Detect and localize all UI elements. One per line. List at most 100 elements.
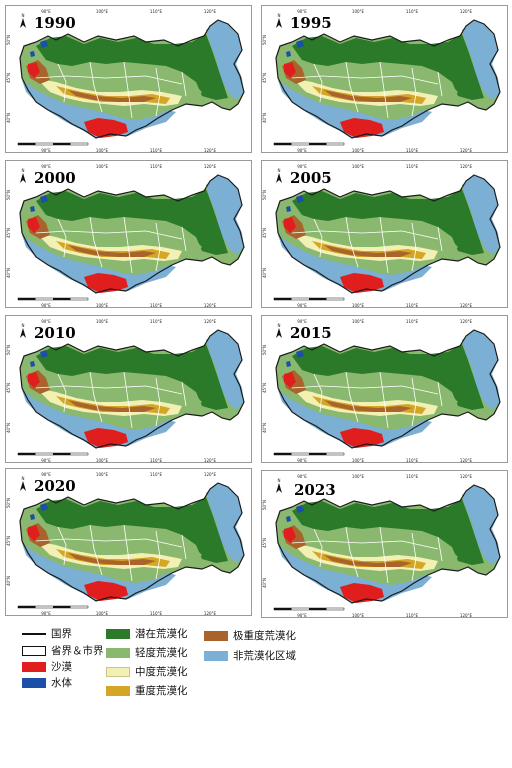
desertification-map: 90°E 90°E 100°E 100°E 110°E 110°E 120°E 120°E 50… [6, 164, 245, 308]
lat-tick-label: 40°N [6, 576, 11, 586]
lon-tick-label: 110°E [406, 148, 419, 153]
north-arrow-icon: N [276, 478, 282, 493]
province-border [181, 381, 187, 407]
lon-tick-label: 120°E [204, 458, 217, 463]
water-swatch [22, 677, 46, 688]
lat-tick-label: 45°N [262, 73, 267, 83]
legend: 国界 省界＆市界 沙漠 水体 潜在荒漠化 轻度荒漠化 中度荒漠化 重度荒漠化 极… [22, 626, 322, 706]
class-region [36, 34, 228, 100]
desertification-map: 90°E 90°E 100°E 100°E 110°E 110°E 120°E 120°E 50… [262, 164, 501, 307]
lat-tick-label: 40°N [262, 423, 267, 433]
potential-swatch [106, 628, 130, 639]
lat-tick-label: 40°N [262, 578, 267, 588]
north-arrow-icon: N [276, 168, 282, 183]
province-border [313, 528, 323, 568]
lat-tick-label: 40°N [6, 423, 11, 433]
lon-tick-label: 90°E [297, 164, 307, 169]
class-region [284, 217, 296, 233]
national-border [275, 484, 501, 604]
desertification-map: 90°E 90°E 100°E 100°E 110°E 110°E 120°E 120°E 50… [262, 9, 501, 153]
class-region [340, 583, 384, 603]
legend-label: 轻度荒漠化 [135, 647, 188, 659]
province-border [155, 67, 161, 117]
lon-tick-label: 110°E [406, 9, 419, 14]
class-region [28, 217, 40, 233]
class-region [68, 400, 156, 412]
map-panel: 90°E 90°E 100°E 100°E 110°E 110°E 120°E 120°E 50… [5, 5, 252, 153]
class-region [292, 189, 484, 255]
lon-tick-label: 100°E [96, 458, 109, 463]
year-label: 2010 [34, 324, 76, 342]
lon-tick-label: 100°E [96, 303, 109, 308]
lat-tick-label: 45°N [6, 228, 11, 238]
lat-tick-label: 50°N [262, 345, 267, 355]
legend-item-extreme: 极重度荒漠化 [204, 628, 296, 643]
class-region [36, 344, 228, 410]
legend-label: 省界＆市界 [51, 645, 104, 657]
class-region [462, 175, 500, 255]
lon-tick-label: 100°E [352, 458, 365, 463]
north-label: N [22, 168, 25, 173]
class-region [296, 195, 304, 203]
province-border [35, 538, 183, 548]
lon-tick-label: 90°E [297, 613, 307, 618]
class-region [84, 428, 128, 448]
map-panel: 90°E 90°E 100°E 100°E 110°E 110°E 120°E 120°E 50… [261, 470, 508, 618]
class-region [206, 20, 244, 100]
class-region [68, 90, 156, 102]
year-label: 2005 [290, 169, 332, 187]
lon-tick-label: 100°E [96, 611, 109, 616]
north-label: N [22, 323, 25, 328]
province-border [345, 526, 359, 578]
class-region [84, 118, 128, 138]
map-panel: 90°E 90°E 100°E 100°E 110°E 110°E 120°E 120°E 50… [5, 315, 252, 463]
class-region [462, 20, 500, 100]
extreme-swatch [204, 630, 228, 641]
province-border [123, 524, 133, 582]
province-border [123, 216, 133, 274]
lon-tick-label: 90°E [297, 9, 307, 14]
lat-tick-label: 45°N [262, 538, 267, 548]
year-label: 1995 [290, 14, 332, 32]
lon-tick-label: 110°E [150, 148, 163, 153]
lon-tick-label: 90°E [41, 458, 51, 463]
class-region [284, 372, 296, 388]
legend-label: 重度荒漠化 [135, 685, 188, 697]
legend-label: 非荒漠化区域 [233, 650, 296, 662]
province-border [89, 61, 103, 113]
lon-tick-label: 100°E [96, 319, 109, 324]
scale-bar [17, 452, 89, 456]
legend-item-national-border: 国界 [22, 626, 72, 641]
class-region [296, 505, 304, 513]
province-border [35, 75, 183, 85]
lon-tick-label: 90°E [41, 611, 51, 616]
year-label: 1990 [34, 14, 76, 32]
year-label: 2015 [290, 324, 332, 342]
lon-tick-label: 100°E [96, 9, 109, 14]
lon-tick-label: 110°E [150, 458, 163, 463]
lon-tick-label: 90°E [41, 303, 51, 308]
province-border [291, 385, 439, 395]
province-border [89, 371, 103, 423]
lat-tick-label: 40°N [262, 113, 267, 123]
lat-tick-label: 40°N [6, 268, 11, 278]
lon-tick-label: 120°E [460, 9, 473, 14]
national-border [19, 482, 245, 602]
north-label: N [278, 323, 281, 328]
class-region [30, 361, 35, 367]
province-border [313, 63, 323, 103]
lat-tick-label: 50°N [262, 35, 267, 45]
national-border [19, 174, 245, 294]
national-border-swatch [22, 633, 46, 635]
legend-label: 极重度荒漠化 [233, 630, 296, 642]
lon-tick-label: 110°E [150, 611, 163, 616]
class-region [30, 206, 35, 212]
lon-tick-label: 120°E [204, 164, 217, 169]
province-border [155, 530, 161, 580]
class-region [68, 553, 156, 565]
province-border [379, 526, 389, 584]
lon-tick-label: 110°E [150, 9, 163, 14]
desertification-map: 90°E 90°E 100°E 100°E 110°E 110°E 120°E 120°E 50… [262, 474, 501, 618]
class-region [286, 206, 291, 212]
lon-tick-label: 100°E [352, 164, 365, 169]
